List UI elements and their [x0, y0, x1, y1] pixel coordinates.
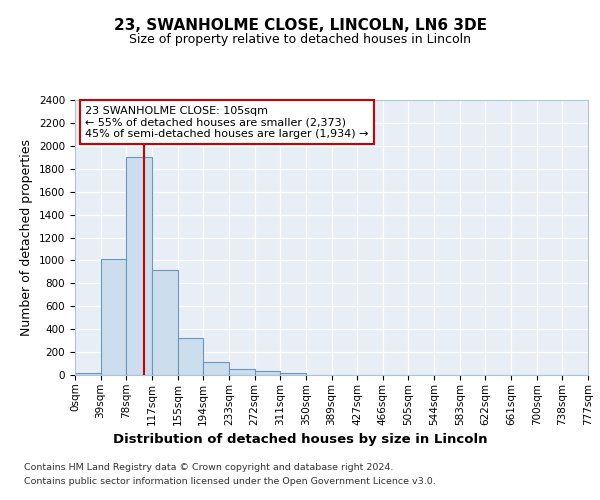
Text: Size of property relative to detached houses in Lincoln: Size of property relative to detached ho…	[129, 32, 471, 46]
Text: Distribution of detached houses by size in Lincoln: Distribution of detached houses by size …	[113, 432, 487, 446]
Text: 23, SWANHOLME CLOSE, LINCOLN, LN6 3DE: 23, SWANHOLME CLOSE, LINCOLN, LN6 3DE	[113, 18, 487, 32]
Bar	[229, 368, 254, 375]
Y-axis label: Number of detached properties: Number of detached properties	[20, 139, 34, 336]
Bar	[178, 338, 203, 375]
Bar	[203, 362, 229, 375]
Text: Contains HM Land Registry data © Crown copyright and database right 2024.: Contains HM Land Registry data © Crown c…	[24, 464, 394, 472]
Bar	[280, 372, 306, 375]
Bar	[101, 260, 127, 375]
Text: Contains public sector information licensed under the Open Government Licence v3: Contains public sector information licen…	[24, 477, 436, 486]
Bar	[127, 156, 152, 375]
Bar	[254, 371, 280, 375]
Text: 23 SWANHOLME CLOSE: 105sqm
← 55% of detached houses are smaller (2,373)
45% of s: 23 SWANHOLME CLOSE: 105sqm ← 55% of deta…	[85, 106, 369, 138]
Bar	[152, 270, 178, 375]
Bar	[75, 372, 101, 375]
